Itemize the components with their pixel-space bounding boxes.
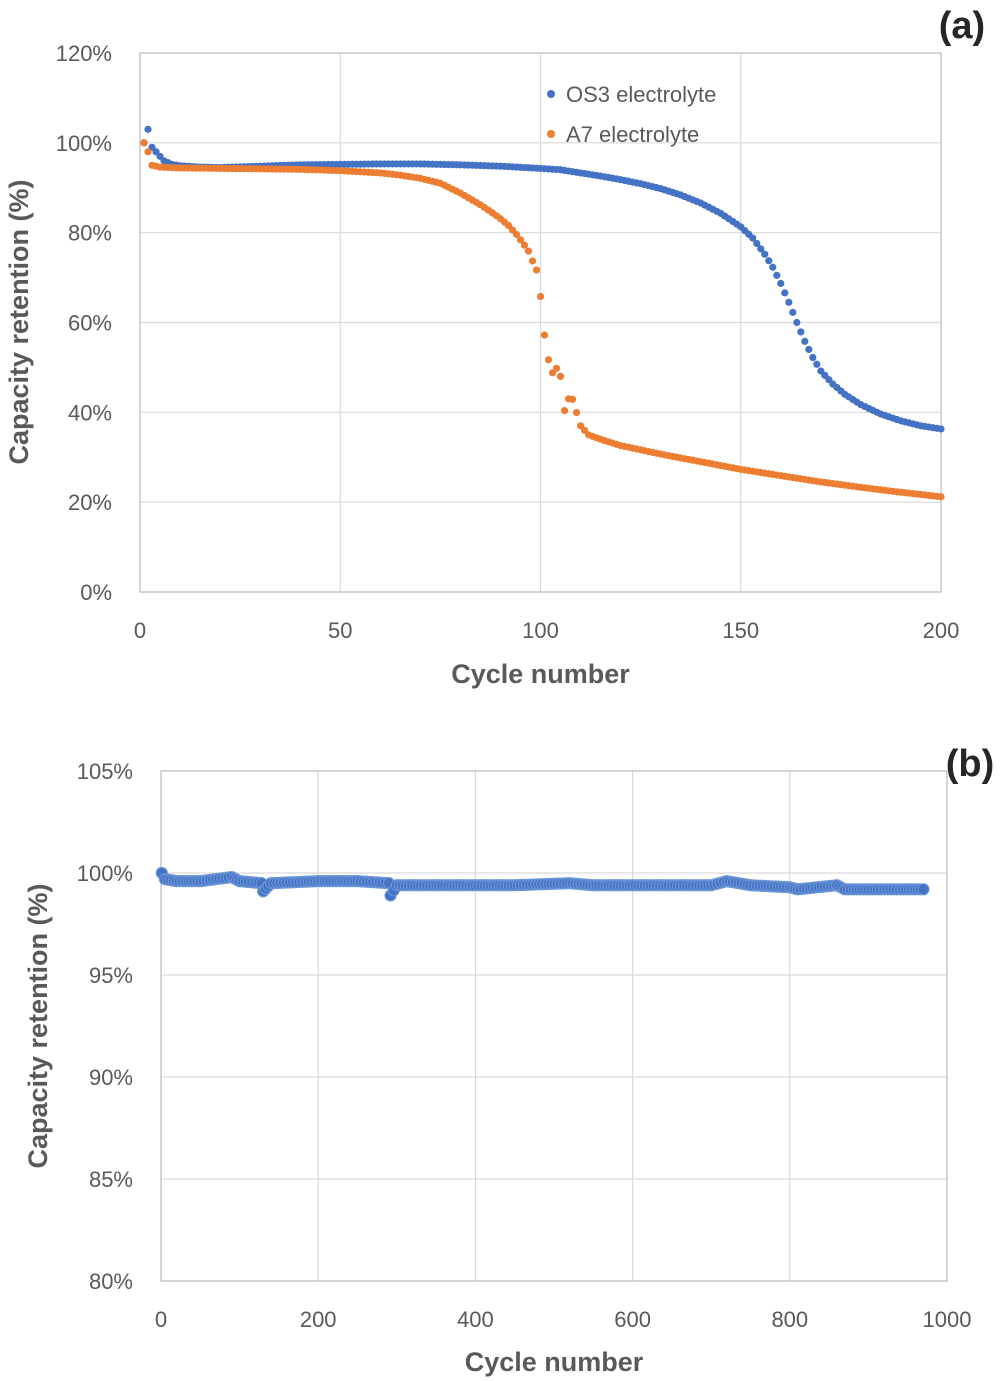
panel-a-data-point: [540, 331, 549, 339]
panel-a-legend-label: A7 electrolyte: [566, 122, 699, 147]
panel-b-series-1: [155, 866, 930, 902]
panel-a-data-point: [544, 356, 553, 364]
panel-a-data-point: [781, 289, 789, 297]
panel-b-x-tick-label: 0: [155, 1307, 167, 1332]
panel-a-y-tick-label: 20%: [68, 490, 112, 515]
panel-b-y-tick-label: 95%: [89, 963, 133, 988]
panel-a-data-point: [813, 360, 821, 368]
panel-a-data-point: [765, 257, 773, 265]
panel-a-y-tick-label: 60%: [68, 311, 112, 336]
panel-a-data-point: [801, 337, 809, 345]
panel-b-y-tick-label: 100%: [77, 861, 133, 886]
panel-a-legend-marker: [547, 130, 555, 138]
panel-b-y-axis-title: Capacity retention (%): [23, 883, 53, 1168]
panel-b-plot-frame: [160, 770, 948, 1282]
panel-a-data-point: [749, 234, 757, 242]
panel-a-plot-frame: [139, 52, 942, 593]
panel-a-data-point: [757, 245, 765, 253]
panel-a-data-point: [785, 298, 793, 306]
panel-a-y-tick-label: 120%: [56, 41, 112, 66]
panel-b-y-tick-label: 80%: [89, 1269, 133, 1294]
panel-a-data-point: [937, 493, 945, 501]
panel-a-legend-label: OS3 electrolyte: [566, 82, 716, 107]
panel-b-y-tick-label: 105%: [77, 759, 133, 784]
panel-b-x-tick-label: 400: [457, 1307, 494, 1332]
panel-a-data-point: [809, 353, 817, 362]
panel-a-y-tick-label: 100%: [56, 131, 112, 156]
panel-a-panel-label: (a): [939, 5, 985, 47]
panel-b-chart: 80% 85% 90% 95% 100% 105% 0 200 400 600 800 1000 Cyc…: [23, 743, 994, 1377]
panel-a-data-point: [797, 328, 805, 336]
panel-a-y-tick-label: 80%: [68, 221, 112, 246]
panel-b-x-axis-title: Cycle number: [465, 1347, 644, 1377]
panel-a-x-tick-label: 150: [722, 618, 759, 643]
panel-b-y-tick-label: 85%: [89, 1167, 133, 1192]
panel-a-data-point: [572, 408, 581, 417]
panel-a-x-tick-label: 50: [328, 618, 352, 643]
panel-a-legend: OS3 electrolyte A7 electrolyte: [547, 82, 716, 147]
panel-b-x-tick-label: 1000: [923, 1307, 972, 1332]
panel-a-x-tick-label: 200: [923, 618, 960, 643]
panel-a-data-point: [789, 308, 797, 316]
panel-a-chart: 0% 20% 40% 60% 80% 100% 120% 0 50 100 150 200 Cycle …: [4, 5, 985, 689]
panel-a-data-point: [937, 425, 945, 433]
panel-a-data-point: [773, 271, 781, 279]
panel-a-data-point: [528, 257, 537, 265]
panel-a-data-point: [536, 292, 545, 301]
panel-a-x-axis-title: Cycle number: [451, 659, 630, 689]
panel-a-y-axis-title: Capacity retention (%): [4, 179, 34, 464]
panel-a-series-2: [140, 139, 945, 501]
panel-a-data-point: [560, 406, 569, 415]
panel-a-data-point: [140, 139, 148, 147]
panel-a-data-point: [144, 148, 152, 156]
panel-a-data-point: [793, 318, 801, 327]
panel-a-data-point: [512, 230, 521, 239]
panel-a-data-point: [777, 279, 785, 288]
panel-a-data-point: [144, 125, 152, 133]
panel-b-y-tick-label: 90%: [89, 1065, 133, 1090]
panel-a-data-point: [520, 241, 529, 249]
panel-a-data-point: [552, 364, 561, 372]
panel-a-data-point: [805, 345, 813, 354]
panel-a-data-point: [769, 263, 777, 271]
panel-a-data-point: [524, 247, 533, 255]
panel-b-x-tick-label: 800: [771, 1307, 808, 1332]
panel-a-data-point: [556, 372, 565, 380]
panel-a-y-tick-label: 40%: [68, 400, 112, 425]
panel-a-data-point: [516, 236, 525, 244]
panel-a-data-point: [761, 250, 769, 258]
panel-b-x-tick-label: 200: [300, 1307, 337, 1332]
panel-a-x-tick-label: 0: [134, 618, 146, 643]
panel-b-panel-label: (b): [946, 743, 995, 785]
panel-a-legend-marker: [547, 90, 555, 98]
panel-b-data-point: [917, 883, 930, 896]
panel-b-x-tick-label: 600: [614, 1307, 651, 1332]
panel-a-y-tick-label: 0%: [80, 580, 112, 605]
panel-a-series-1: [140, 125, 945, 433]
panel-a-x-tick-label: 100: [522, 618, 559, 643]
panel-a-data-point: [568, 395, 577, 403]
panel-a-data-point: [532, 266, 541, 274]
panel-a-data-point: [753, 239, 761, 248]
